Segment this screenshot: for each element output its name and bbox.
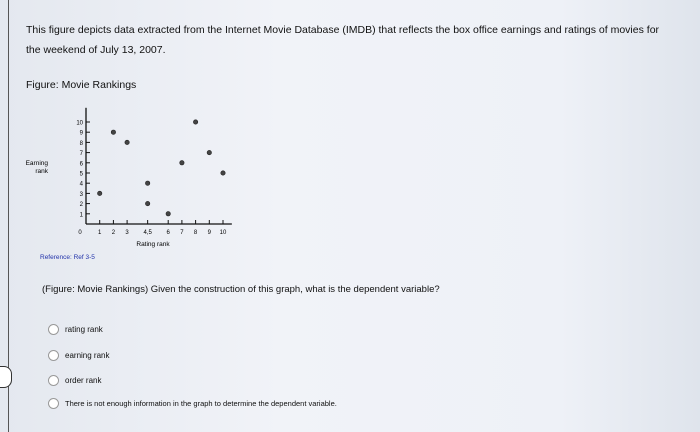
data-point bbox=[179, 160, 185, 166]
y-axis-label: Earning bbox=[26, 160, 49, 167]
option-order-rank[interactable]: order rank bbox=[48, 375, 101, 386]
y-tick-label: 7 bbox=[80, 151, 84, 157]
radio-button[interactable] bbox=[48, 324, 59, 335]
y-axis-label-2: rank bbox=[35, 168, 48, 175]
y-tick-label: 9 bbox=[80, 131, 84, 137]
data-point bbox=[124, 139, 130, 145]
y-tick-label: 8 bbox=[80, 141, 84, 147]
radio-button[interactable] bbox=[48, 398, 59, 409]
radio-button[interactable] bbox=[48, 350, 59, 361]
y-tick-label: 6 bbox=[80, 161, 84, 167]
y-tick-label: 4 bbox=[80, 182, 84, 188]
option-label: order rank bbox=[65, 376, 102, 385]
scatter-chart: Earning rank Rating rank 1 2 3 4 5 6 7 8 9 10 0 1 2 3… bbox=[26, 107, 232, 248]
x-tick-label: 8 bbox=[194, 230, 198, 236]
data-point bbox=[97, 190, 103, 196]
y-tick-label: 1 bbox=[80, 212, 84, 218]
y-tick-label: 5 bbox=[80, 172, 84, 178]
x-tick-label: 3 bbox=[125, 230, 129, 236]
side-button[interactable] bbox=[0, 366, 12, 388]
x-tick-label: 1 bbox=[98, 230, 102, 236]
radio-button[interactable] bbox=[48, 375, 59, 386]
option-label: There is not enough information in the g… bbox=[65, 399, 337, 408]
y-tick-label: 10 bbox=[76, 121, 83, 127]
y-tick-label: 2 bbox=[80, 202, 84, 208]
x-tick-label: 9 bbox=[208, 230, 212, 236]
option-not-enough-info[interactable]: There is not enough information in the g… bbox=[48, 398, 337, 409]
question-text: (Figure: Movie Rankings) Given the const… bbox=[42, 284, 440, 295]
x-tick-label: 2 bbox=[112, 230, 116, 236]
data-point bbox=[145, 180, 151, 186]
option-earning-rank[interactable]: earning rank bbox=[48, 350, 109, 361]
x-tick-label: 4,5 bbox=[143, 230, 152, 236]
data-point bbox=[145, 201, 151, 207]
data-point bbox=[220, 170, 226, 176]
x-tick-label: 0 bbox=[78, 230, 82, 236]
option-label: rating rank bbox=[65, 325, 103, 334]
option-label: earning rank bbox=[65, 351, 110, 360]
data-point bbox=[110, 129, 116, 135]
option-rating-rank[interactable]: rating rank bbox=[48, 324, 103, 335]
data-point bbox=[193, 119, 199, 125]
x-axis-label: Rating rank bbox=[136, 241, 170, 248]
x-tick-label: 6 bbox=[167, 230, 171, 236]
figure-label: Figure: Movie Rankings bbox=[26, 79, 137, 91]
y-tick-label: 3 bbox=[80, 192, 84, 198]
x-tick-label: 7 bbox=[180, 230, 184, 236]
data-point bbox=[206, 150, 212, 156]
x-tick-label: 10 bbox=[220, 230, 227, 236]
window-edge bbox=[8, 0, 9, 432]
intro-text: This figure depicts data extracted from … bbox=[26, 24, 660, 56]
reference-link[interactable]: Reference: Ref 3-5 bbox=[40, 254, 95, 261]
data-point bbox=[165, 211, 171, 217]
